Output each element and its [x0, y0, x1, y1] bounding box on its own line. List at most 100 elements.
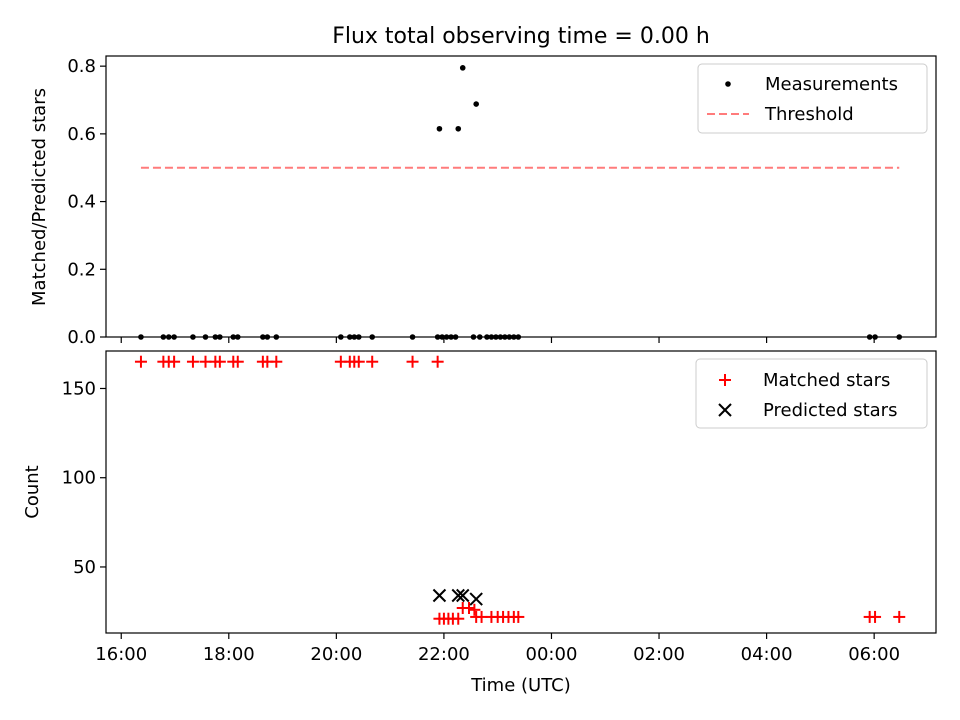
matched-star-marker [352, 355, 365, 368]
measurement-point [470, 334, 477, 340]
measurement-point [264, 334, 271, 340]
measurement-point [497, 334, 504, 340]
legend-measurements-label: Measurements [765, 74, 898, 95]
legend-predicted-label: Predicted stars [763, 400, 897, 421]
matched-star-marker [468, 603, 481, 616]
measurement-point [455, 125, 462, 132]
measurement-point [443, 334, 450, 340]
bottom-legend: Matched stars Predicted stars [695, 358, 928, 429]
measurement-point [459, 65, 466, 71]
measurement-point [506, 334, 513, 340]
top-y-axis-label: Matched/Predicted stars [29, 88, 50, 306]
matched-star-marker [186, 355, 199, 368]
predicted-star-marker [469, 592, 483, 606]
bottom-x-tick-label: 00:00 [526, 644, 578, 665]
measurement-point [338, 334, 344, 340]
measurement-point [872, 334, 878, 340]
bottom-marks [134, 355, 906, 625]
measurement-point [476, 334, 483, 340]
measurement-point [355, 334, 362, 340]
predicted-star-marker [456, 588, 470, 603]
chart-title: Flux total observing time = 0.00 h [332, 24, 710, 49]
bottom-x-axis-label: Time (UTC) [470, 675, 571, 696]
predicted-star-marker [432, 588, 447, 603]
bottom-panel: 50 100 150 Count 16:00 18:00 20:00 22:00 00:00… [22, 350, 937, 696]
top-y-tick-label: 0.2 [67, 259, 96, 280]
matched-star-marker [406, 355, 419, 368]
measurement-point [896, 334, 903, 340]
measurement-point [493, 334, 499, 340]
matched-star-marker [463, 602, 476, 615]
measurement-point [160, 334, 167, 340]
bottom-x-tick-label: 16:00 [95, 644, 147, 665]
legend-threshold-label: Threshold [764, 104, 854, 125]
bottom-y-axis-label: Count [22, 465, 43, 518]
predicted-star-marker [451, 588, 465, 603]
bottom-y-tick-label: 50 [73, 557, 96, 578]
bottom-x-tick-label: 20:00 [310, 644, 362, 665]
matched-star-marker [134, 355, 147, 368]
measurement-point [502, 334, 508, 340]
measurement-point [202, 334, 209, 340]
legend-measurements-marker [725, 81, 731, 87]
measurement-point [165, 334, 172, 340]
matched-star-marker [512, 610, 525, 623]
matched-star-marker [452, 612, 465, 625]
measurement-point [473, 101, 479, 107]
bottom-y-tick-label: 100 [62, 468, 96, 489]
measurement-point [434, 334, 441, 340]
measurement-point [452, 334, 459, 340]
measurement-point [171, 334, 177, 340]
measurement-point [351, 334, 358, 340]
bottom-x-tick-label: 04:00 [741, 644, 793, 665]
matched-star-marker [168, 355, 181, 368]
measurement-point [515, 334, 522, 340]
measurement-point [409, 334, 416, 340]
measurement-point [212, 334, 219, 340]
matched-star-marker [893, 610, 906, 623]
measurement-point [866, 334, 873, 340]
bottom-x-tick-label: 06:00 [848, 644, 900, 665]
measurement-point [439, 334, 445, 340]
measurement-point [484, 334, 490, 340]
bottom-x-tick-label: 18:00 [203, 644, 255, 665]
top-y-tick-label: 0.4 [67, 192, 96, 213]
legend-predicted-marker [718, 403, 732, 417]
measurement-point [511, 334, 517, 340]
legend-matched-label: Matched stars [763, 370, 890, 391]
matched-star-marker [366, 355, 379, 368]
top-y-axis: 0.0 0.2 0.4 0.6 0.8 [67, 56, 106, 348]
matched-star-marker [431, 355, 444, 368]
measurement-point [273, 334, 280, 340]
top-marks [138, 65, 903, 340]
top-y-tick-label: 0.0 [67, 327, 96, 348]
measurement-point [347, 334, 353, 340]
measurement-point [217, 334, 223, 340]
measurement-point [230, 334, 237, 340]
measurement-point [436, 125, 443, 132]
measurement-point [138, 334, 144, 340]
top-y-tick-label: 0.6 [67, 124, 96, 145]
measurement-point [260, 334, 266, 340]
bottom-x-tick-label: 22:00 [418, 644, 470, 665]
measurement-point [369, 334, 376, 340]
top-legend: Measurements Threshold [697, 63, 928, 134]
bottom-x-axis: 16:00 18:00 20:00 22:00 00:00 02:00 04:00 06:00 [95, 633, 900, 665]
matched-star-marker [213, 355, 226, 368]
matched-star-marker [270, 355, 283, 368]
top-y-tick-label: 0.8 [67, 56, 96, 77]
top-panel: Flux total observing time = 0.00 h 0.00.… [29, 24, 937, 348]
measurement-point [234, 334, 241, 340]
bottom-plot-area [105, 350, 937, 634]
bottom-legend-box [695, 358, 928, 429]
measurement-point [488, 334, 495, 340]
top-legend-box [697, 63, 928, 134]
measurement-point [448, 334, 454, 340]
bottom-y-tick-label: 150 [62, 378, 96, 399]
legend-matched-marker [719, 374, 731, 386]
measurement-point [190, 334, 196, 340]
bottom-x-tick-label: 02:00 [633, 644, 685, 665]
bottom-y-axis: 50 100 150 [62, 378, 106, 578]
matched-star-marker [869, 610, 882, 623]
